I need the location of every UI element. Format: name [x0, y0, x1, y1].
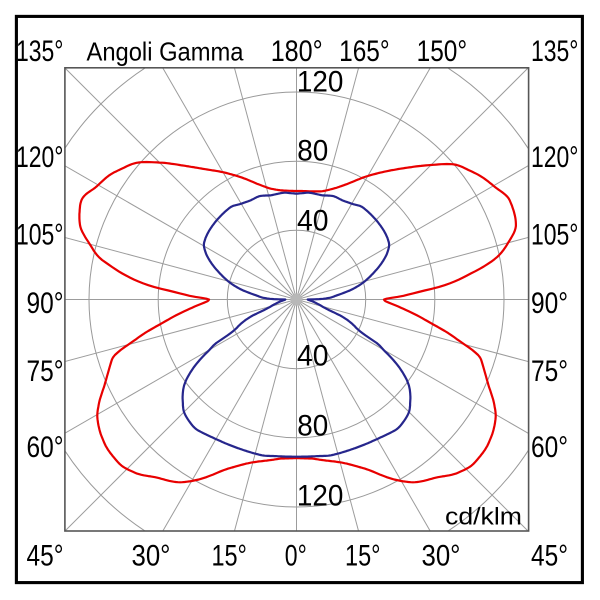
svg-text:180°: 180° — [271, 35, 323, 68]
svg-text:80: 80 — [297, 410, 328, 443]
svg-text:120: 120 — [297, 480, 344, 513]
svg-text:105°: 105° — [16, 219, 64, 252]
svg-text:cd/klm: cd/klm — [445, 504, 522, 531]
svg-text:90°: 90° — [531, 287, 568, 320]
svg-text:135°: 135° — [531, 35, 579, 68]
svg-text:40: 40 — [297, 340, 329, 373]
svg-text:15°: 15° — [211, 540, 247, 573]
svg-text:120: 120 — [297, 66, 344, 99]
svg-text:135°: 135° — [16, 35, 64, 68]
svg-text:75°: 75° — [531, 355, 568, 388]
svg-text:45°: 45° — [27, 540, 64, 573]
svg-text:Angoli Gamma: Angoli Gamma — [87, 37, 244, 67]
svg-text:30°: 30° — [422, 540, 461, 573]
svg-text:60°: 60° — [531, 431, 568, 464]
svg-text:75°: 75° — [27, 355, 64, 388]
svg-text:120°: 120° — [16, 141, 64, 174]
svg-text:40: 40 — [297, 205, 329, 238]
svg-text:80: 80 — [297, 135, 328, 168]
svg-text:120°: 120° — [531, 141, 579, 174]
svg-text:0°: 0° — [285, 540, 307, 573]
svg-text:60°: 60° — [27, 431, 64, 464]
svg-text:45°: 45° — [531, 540, 568, 573]
svg-text:90°: 90° — [27, 287, 64, 320]
svg-text:105°: 105° — [531, 219, 579, 252]
svg-text:30°: 30° — [132, 540, 171, 573]
svg-text:150°: 150° — [417, 35, 468, 68]
svg-text:15°: 15° — [345, 540, 381, 573]
svg-text:165°: 165° — [339, 35, 390, 68]
